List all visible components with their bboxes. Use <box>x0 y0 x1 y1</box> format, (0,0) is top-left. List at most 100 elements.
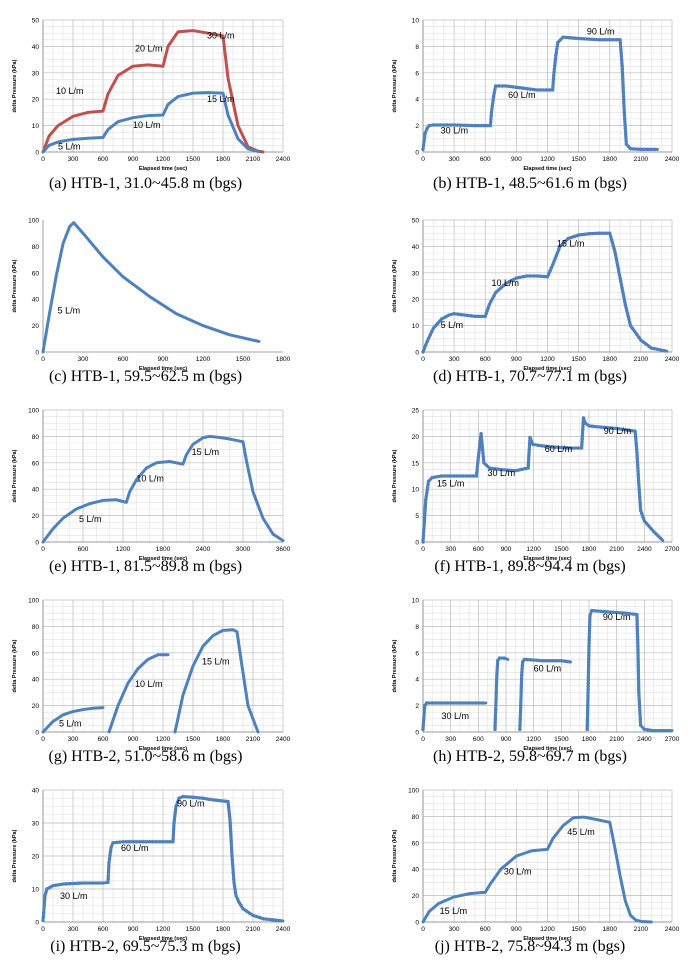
data-point <box>462 123 467 127</box>
data-point <box>97 881 102 885</box>
data-point <box>514 276 519 280</box>
panel-caption: (h) HTB-2, 59.8~69.7 m (bgs) <box>433 748 627 765</box>
data-point <box>107 857 112 861</box>
data-point <box>421 721 426 725</box>
data-point <box>637 690 641 695</box>
data-point <box>488 123 493 128</box>
data-point <box>619 51 623 55</box>
panel-caption: (b) HTB-1, 48.5~61.6 m (bgs) <box>433 175 627 192</box>
x-tick-label: 300 <box>445 546 456 553</box>
data-point <box>639 147 643 152</box>
flow-rate-label: 5 L/m <box>58 141 81 151</box>
y-tick-label: 6 <box>415 650 419 657</box>
data-point <box>424 498 428 502</box>
y-tick-label: 0 <box>35 350 39 357</box>
data-point <box>531 87 536 92</box>
x-tick-label: 1200 <box>526 736 541 743</box>
data-point <box>585 712 590 716</box>
data-point <box>636 647 640 651</box>
data-point <box>455 701 459 705</box>
data-point <box>547 272 551 276</box>
data-point <box>621 292 626 297</box>
data-point <box>493 724 497 728</box>
x-tick-label: 600 <box>98 736 109 743</box>
data-point <box>228 827 233 831</box>
data-point <box>573 36 578 40</box>
data-point <box>490 104 495 108</box>
data-point <box>423 513 427 517</box>
data-point <box>520 670 524 674</box>
chart-panel-f: 0 300 600 900 1200 1500 1800 2100 2400 2700 0 5 10 15… <box>380 390 680 580</box>
data-point <box>519 682 524 687</box>
data-point <box>207 797 212 802</box>
data-point <box>476 461 480 466</box>
data-point <box>151 840 155 844</box>
data-point <box>555 44 560 48</box>
series-line-1 <box>41 706 105 734</box>
y-tick-label: 20 <box>32 97 40 104</box>
data-point <box>632 147 636 151</box>
data-point <box>635 634 640 639</box>
data-point <box>535 88 539 92</box>
data-point <box>632 329 637 334</box>
data-point <box>619 279 623 284</box>
data-point <box>506 468 511 472</box>
series-line-1 <box>421 815 653 924</box>
y-tick-label: 40 <box>412 867 420 874</box>
data-point <box>502 656 506 660</box>
data-point <box>547 659 551 663</box>
x-tick-label: 1500 <box>186 736 201 743</box>
x-tick-label: 1800 <box>216 926 231 933</box>
data-point <box>635 456 640 461</box>
x-tick-label: 2400 <box>665 356 680 363</box>
data-point <box>493 87 497 92</box>
data-point <box>636 469 640 473</box>
data-point <box>489 110 494 115</box>
data-point <box>474 474 479 478</box>
data-point <box>593 609 597 613</box>
data-point <box>423 504 428 508</box>
data-point <box>430 329 434 334</box>
data-point <box>490 107 494 111</box>
x-tick-label: 600 <box>480 926 491 933</box>
x-tick-label: 0 <box>421 156 425 163</box>
data-point <box>431 123 436 127</box>
x-tick-label: 600 <box>473 736 484 743</box>
y-tick-label: 10 <box>32 887 40 894</box>
data-point <box>232 877 236 881</box>
x-tick-label: 2100 <box>246 736 261 743</box>
y-tick-label: 30 <box>32 70 40 77</box>
data-point <box>519 700 523 705</box>
data-point <box>613 249 617 254</box>
data-point <box>587 644 591 648</box>
y-tick-label: 80 <box>32 624 40 631</box>
data-point <box>181 794 185 799</box>
data-point <box>42 907 46 911</box>
x-tick-label: 2100 <box>634 926 649 933</box>
data-point <box>528 658 533 662</box>
data-point <box>573 234 577 238</box>
data-point <box>527 448 531 452</box>
data-point <box>624 132 628 137</box>
data-point <box>495 662 500 666</box>
data-point <box>421 724 425 728</box>
y-tick-label: 10 <box>32 123 40 130</box>
data-point <box>421 717 426 722</box>
data-point <box>422 519 427 523</box>
data-point <box>518 707 523 711</box>
data-point <box>553 57 558 61</box>
x-tick-label: 300 <box>449 156 460 163</box>
x-tick-label: 900 <box>501 546 512 553</box>
data-point <box>624 305 628 310</box>
data-point <box>489 117 493 121</box>
data-point <box>604 38 608 42</box>
y-tick-label: 4 <box>415 677 419 684</box>
data-point <box>518 86 522 90</box>
flow-rate-label: 15 L/m <box>192 447 220 457</box>
data-point <box>636 656 640 661</box>
data-point <box>421 147 425 152</box>
series-line-2 <box>41 91 260 154</box>
data-point <box>77 881 82 885</box>
data-point <box>233 890 238 894</box>
data-point <box>562 659 567 663</box>
